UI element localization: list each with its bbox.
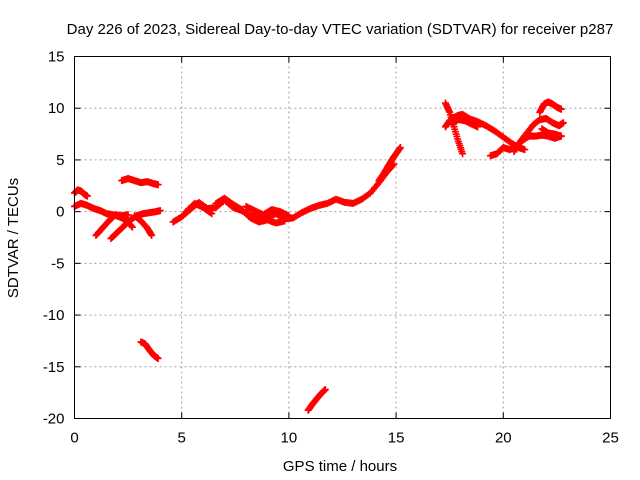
series-arc-12: [375, 144, 404, 185]
x-tick-label: 25: [602, 430, 619, 447]
series-arc-9: [182, 199, 216, 218]
series-arc-13: [304, 386, 329, 414]
data-point: [148, 231, 156, 239]
data-point: [521, 146, 529, 154]
y-tick-label: -15: [43, 359, 65, 376]
grid-lines: [74, 56, 611, 419]
data-point: [83, 192, 91, 200]
data-point: [127, 222, 135, 230]
x-axis-label: GPS time / hours: [283, 458, 397, 475]
axis-ticks: 0 5 10 15 20 25 -20 -15 -10 -5 0 5 10 15: [43, 49, 619, 447]
data-point: [124, 211, 132, 219]
data-point: [474, 123, 482, 131]
data-point: [206, 209, 214, 217]
series-arc-19: [536, 98, 565, 116]
series-arc-20: [538, 125, 565, 140]
data-point: [396, 144, 404, 152]
data-point: [154, 355, 162, 363]
data-point: [154, 181, 162, 189]
series-arc-3: [92, 211, 132, 239]
chart-title: Day 226 of 2023, Sidereal Day-to-day VTE…: [67, 21, 614, 38]
series-arc-16: [448, 116, 482, 131]
data-point: [559, 119, 567, 127]
data-point: [321, 386, 329, 394]
data-point: [459, 150, 467, 158]
series-arc-5: [118, 175, 162, 189]
x-tick-label: 10: [281, 430, 298, 447]
x-tick-label: 5: [178, 430, 186, 447]
data-point: [557, 105, 565, 113]
x-tick-label: 0: [70, 430, 78, 447]
data-point: [156, 207, 164, 215]
y-tick-label: 15: [48, 49, 65, 66]
data-point: [285, 212, 293, 220]
y-tick-label: 10: [48, 100, 65, 117]
y-tick-label: 5: [56, 152, 64, 169]
series-arc-11: [242, 202, 293, 220]
y-tick-label: -10: [43, 307, 65, 324]
series-arc-1: [71, 186, 91, 200]
data-point: [281, 217, 289, 225]
data-points: [71, 98, 567, 414]
data-point: [208, 210, 216, 218]
plot-frame: [74, 56, 611, 419]
x-tick-label: 20: [495, 430, 512, 447]
data-point: [557, 132, 565, 140]
series-arc-10: [212, 194, 289, 227]
series-arc-6: [131, 212, 156, 239]
y-tick-label: 0: [56, 204, 64, 221]
data-point: [128, 223, 136, 231]
y-axis-label: SDTVAR / TECUs: [5, 178, 22, 298]
x-tick-label: 15: [388, 430, 405, 447]
series-arc-18: [510, 115, 567, 156]
series-arc-7: [137, 338, 162, 363]
y-tick-label: -5: [51, 255, 64, 272]
y-tick-label: -20: [43, 411, 65, 428]
